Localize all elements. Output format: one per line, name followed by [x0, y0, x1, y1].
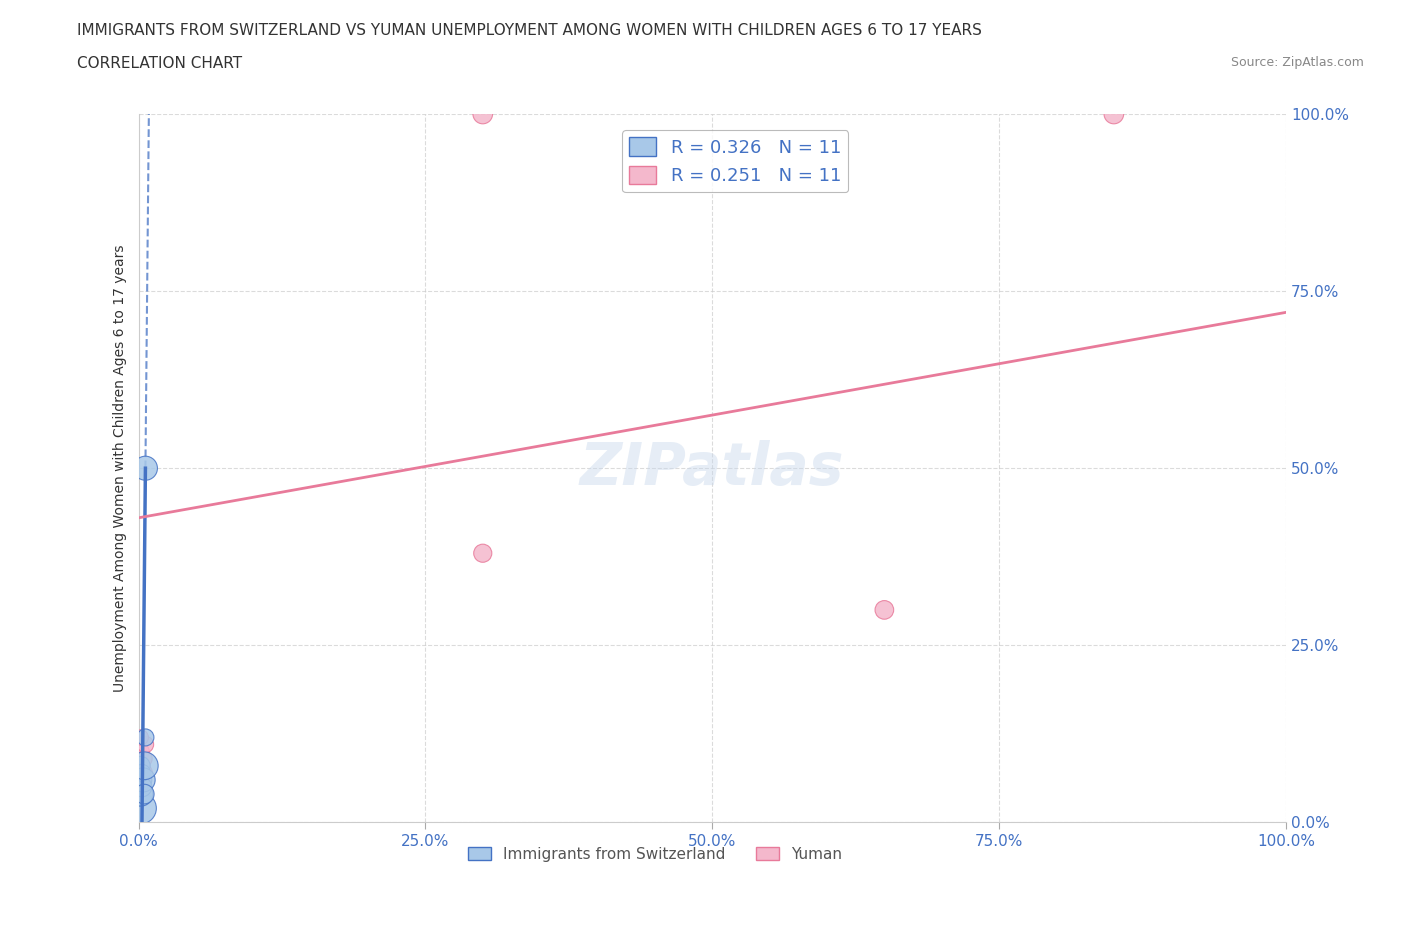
Point — [134, 730, 156, 745]
Point — [134, 758, 156, 773]
Text: ZIPatlas: ZIPatlas — [581, 440, 845, 497]
Point — [134, 751, 156, 766]
Point — [132, 773, 155, 788]
Point — [131, 758, 153, 773]
Point — [134, 787, 156, 802]
Point — [134, 460, 156, 475]
Point — [134, 765, 156, 780]
Point — [471, 546, 494, 561]
Point — [129, 730, 152, 745]
Point — [129, 787, 152, 802]
Text: Source: ZipAtlas.com: Source: ZipAtlas.com — [1230, 56, 1364, 69]
Point — [1102, 107, 1125, 122]
Point — [129, 744, 152, 759]
Point — [134, 737, 156, 752]
Legend: Immigrants from Switzerland, Yuman: Immigrants from Switzerland, Yuman — [461, 841, 848, 868]
Point — [471, 107, 494, 122]
Point — [131, 779, 153, 794]
Point — [873, 603, 896, 618]
Y-axis label: Unemployment Among Women with Children Ages 6 to 17 years: Unemployment Among Women with Children A… — [114, 245, 128, 692]
Point — [132, 773, 155, 788]
Point — [129, 758, 152, 773]
Point — [129, 801, 152, 816]
Point — [131, 765, 153, 780]
Text: IMMIGRANTS FROM SWITZERLAND VS YUMAN UNEMPLOYMENT AMONG WOMEN WITH CHILDREN AGES: IMMIGRANTS FROM SWITZERLAND VS YUMAN UNE… — [77, 23, 983, 38]
Point — [129, 773, 152, 788]
Text: CORRELATION CHART: CORRELATION CHART — [77, 56, 242, 71]
